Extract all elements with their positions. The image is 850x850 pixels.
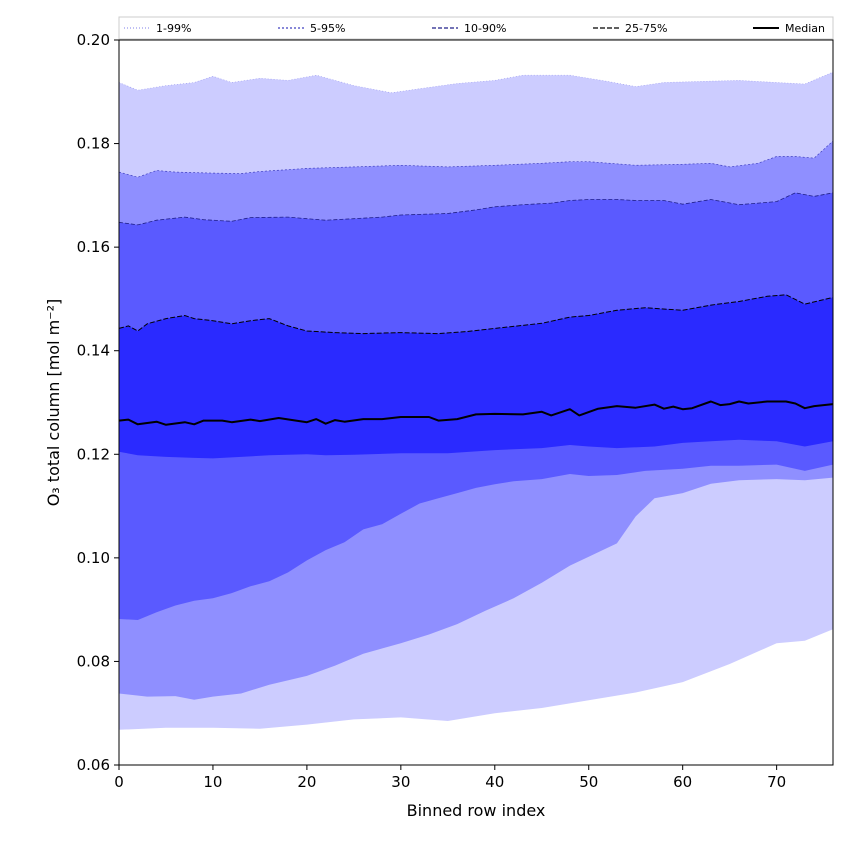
legend-label: 25-75% [625,22,667,35]
legend-label: 1-99% [156,22,191,35]
y-axis-label: O₃ total column [mol m⁻²] [44,299,63,507]
x-tick-label: 50 [579,773,598,791]
y-tick-label: 0.12 [77,445,110,463]
x-tick-label: 40 [485,773,504,791]
x-tick-label: 10 [203,773,222,791]
legend-label: 5-95% [310,22,345,35]
band-lines-layer [118,71,834,335]
bands-layer [119,72,833,730]
x-axis-label: Binned row index [407,801,546,820]
y-tick-label: 0.16 [77,238,110,256]
x-tick-label: 0 [114,773,124,791]
x-axis-ticks: 0 10 20 30 40 50 60 70 [114,765,786,791]
median-line [118,400,834,426]
y-tick-label: 0.10 [77,549,110,567]
y-tick-label: 0.18 [77,135,110,153]
band-1-99-upper-line [118,71,834,94]
y-tick-label: 0.08 [77,652,110,670]
band-25-75-area [119,294,833,459]
plot-frame [118,39,834,766]
band-10-90-upper-line [118,192,834,226]
y-tick-label: 0.06 [77,756,110,774]
x-tick-label: 60 [673,773,692,791]
x-tick-label: 70 [767,773,786,791]
legend-box [118,16,834,40]
y-tick-label: 0.20 [77,31,110,49]
band-25-75-upper-line [118,294,834,335]
band-5-95-upper-line [118,140,834,178]
legend: 1-99% 5-95% 10-90% 25-75% Median [118,16,834,40]
legend-label: Median [785,22,825,35]
y-tick-label: 0.14 [77,342,110,360]
x-tick-label: 20 [297,773,316,791]
legend-label: 10-90% [464,22,506,35]
y-axis-ticks: 0.06 0.08 0.10 0.12 0.14 0.16 0.18 0.20 [77,31,119,774]
x-tick-label: 30 [391,773,410,791]
median-layer [118,400,834,426]
